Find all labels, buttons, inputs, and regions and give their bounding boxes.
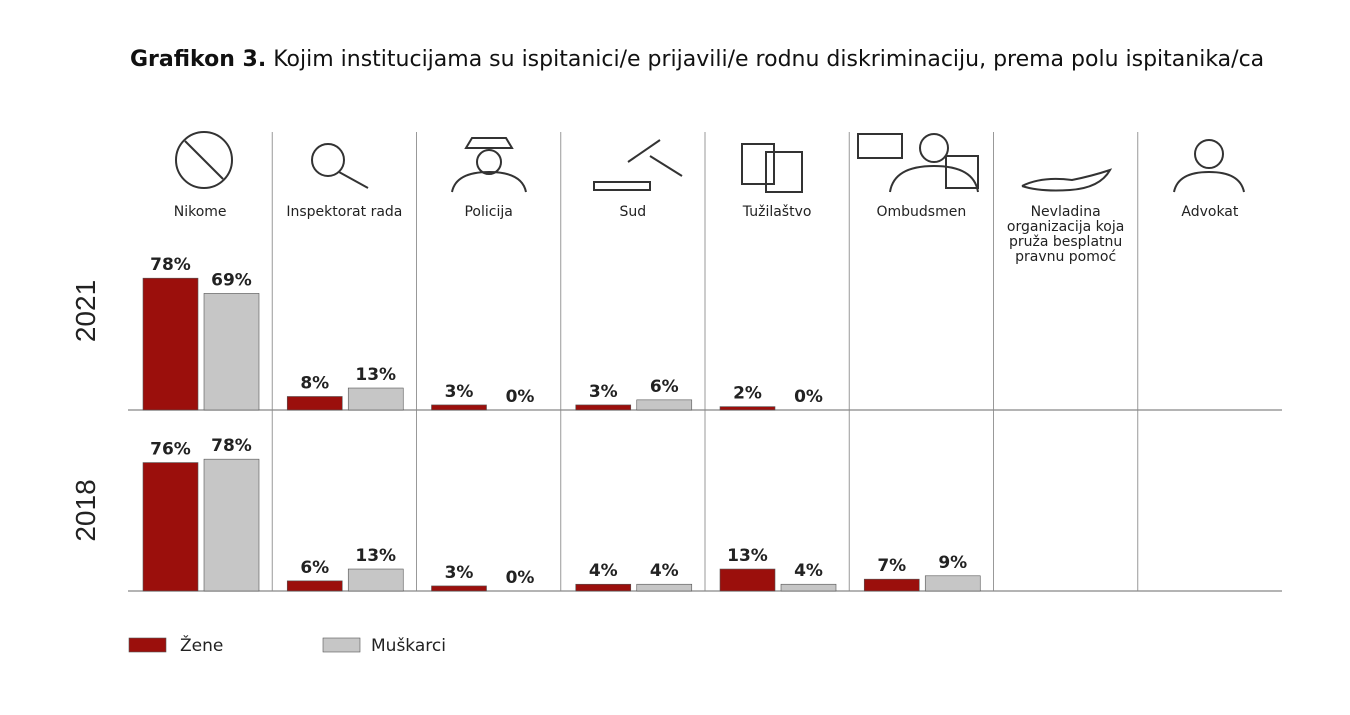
bar	[863, 578, 920, 592]
bar	[780, 583, 837, 592]
value-label: 78%	[211, 436, 252, 456]
value-label: 4%	[794, 561, 823, 581]
category-label: Nikome	[173, 204, 227, 220]
bar	[286, 580, 343, 592]
chart-title: Grafikon 3. Kojim institucijama su ispit…	[130, 46, 1280, 73]
value-label: 3%	[589, 382, 618, 402]
bar	[347, 568, 404, 592]
category-label: Tužilaštvo	[742, 204, 812, 220]
panel-label: 2021	[70, 280, 101, 342]
value-label: 8%	[300, 373, 329, 393]
category-label: Ombudsmen	[876, 204, 967, 220]
bar	[575, 583, 632, 592]
bar	[431, 585, 487, 592]
category-label: Policija	[464, 204, 513, 220]
bar	[719, 406, 776, 411]
category-label: Sud	[619, 204, 647, 220]
category-label: Inspektorat rada	[286, 204, 403, 220]
value-label: 0%	[794, 387, 823, 407]
value-label: 0%	[506, 387, 535, 407]
legend-swatch	[128, 637, 167, 653]
bar	[719, 568, 776, 592]
legend-label: Žene	[180, 634, 223, 656]
bar	[347, 387, 404, 411]
title-text: Kojim institucijama su ispitanici/e prij…	[273, 47, 1265, 72]
bar	[924, 575, 981, 592]
value-label: 6%	[650, 377, 679, 397]
bar	[575, 404, 632, 411]
value-label: 4%	[589, 561, 618, 581]
value-label: 13%	[355, 546, 396, 566]
category-label: Advokat	[1181, 204, 1239, 220]
value-label: 7%	[877, 556, 906, 576]
value-label: 0%	[506, 568, 535, 588]
value-label: 78%	[150, 255, 191, 275]
value-label: 3%	[445, 563, 474, 583]
value-label: 13%	[727, 546, 768, 566]
value-label: 3%	[445, 382, 474, 402]
value-label: 76%	[150, 440, 191, 460]
legend-swatch	[322, 637, 361, 653]
category-label: Nevladina organizacija koja pruža bespla…	[1006, 204, 1125, 265]
legend-label: Muškarci	[371, 636, 446, 656]
bar	[431, 404, 487, 411]
title-label: Grafikon 3.	[130, 47, 267, 72]
value-label: 2%	[733, 384, 762, 404]
bar	[142, 462, 199, 592]
value-label: 9%	[938, 553, 967, 573]
bar	[636, 399, 693, 411]
bar	[142, 277, 199, 411]
icons	[175, 131, 1245, 193]
value-label: 13%	[355, 365, 396, 385]
panel-label: 2018	[70, 479, 101, 541]
bar	[286, 396, 343, 411]
bar	[203, 458, 260, 592]
bar	[636, 583, 693, 592]
value-label: 4%	[650, 561, 679, 581]
value-label: 69%	[211, 270, 252, 290]
value-label: 6%	[300, 558, 329, 578]
bar	[203, 293, 260, 411]
